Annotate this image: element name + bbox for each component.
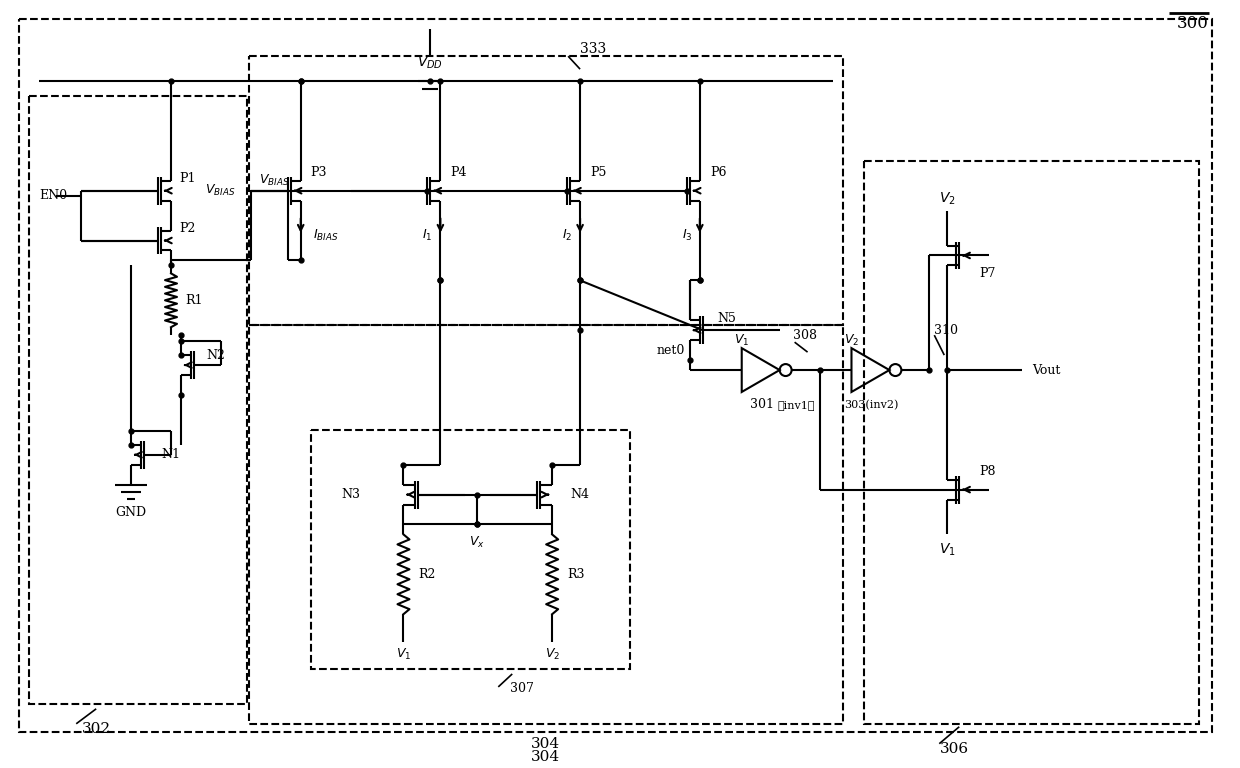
Text: 310: 310: [934, 323, 959, 336]
Text: P7: P7: [980, 267, 996, 280]
Text: net0: net0: [656, 343, 684, 356]
Text: N5: N5: [718, 312, 737, 325]
Text: P5: P5: [590, 166, 606, 179]
Text: $V_x$: $V_x$: [470, 535, 485, 550]
Text: $I_2$: $I_2$: [562, 228, 573, 243]
Text: $V_1$: $V_1$: [734, 333, 749, 348]
Text: 303(inv2): 303(inv2): [844, 400, 899, 410]
Text: N1: N1: [161, 449, 180, 462]
Text: $I_{BIAS}$: $I_{BIAS}$: [312, 228, 339, 243]
Text: R2: R2: [418, 568, 435, 581]
Text: 304: 304: [531, 737, 559, 750]
Text: $V_2$: $V_2$: [939, 190, 956, 207]
Text: N4: N4: [570, 488, 589, 501]
Text: P3: P3: [311, 166, 327, 179]
Text: $I_1$: $I_1$: [423, 228, 433, 243]
Bar: [864, 161, 1199, 723]
Text: P4: P4: [450, 166, 467, 179]
Text: 302: 302: [82, 722, 110, 736]
Text: Vout: Vout: [1032, 363, 1060, 376]
Text: 306: 306: [940, 742, 968, 756]
Text: P2: P2: [179, 222, 196, 235]
Text: 301: 301: [750, 399, 774, 412]
Bar: [249, 325, 842, 723]
Text: 300: 300: [1177, 15, 1209, 31]
Text: R1: R1: [185, 294, 202, 306]
Text: 307: 307: [510, 683, 534, 695]
Text: P8: P8: [980, 465, 996, 478]
Text: $V_2$: $V_2$: [544, 647, 559, 661]
Bar: [249, 56, 842, 325]
Text: P1: P1: [179, 172, 196, 185]
Text: $I_3$: $I_3$: [682, 228, 692, 243]
Bar: [30, 96, 247, 703]
Text: 308: 308: [792, 329, 817, 342]
Bar: [311, 430, 630, 669]
Text: $V_1$: $V_1$: [396, 647, 412, 661]
Text: N2: N2: [206, 349, 224, 362]
Text: $V_{DD}$: $V_{DD}$: [418, 55, 444, 71]
Text: （inv1）: （inv1）: [777, 400, 815, 410]
Text: $V_1$: $V_1$: [939, 541, 956, 558]
Text: $V_{BIAS}$: $V_{BIAS}$: [206, 183, 236, 198]
Text: R3: R3: [567, 568, 584, 581]
Text: 333: 333: [580, 42, 606, 56]
Text: $V_2$: $V_2$: [844, 333, 859, 348]
Text: 304: 304: [531, 750, 559, 763]
Text: P6: P6: [709, 166, 727, 179]
Text: EN0: EN0: [40, 189, 67, 202]
Text: GND: GND: [115, 506, 146, 519]
Text: $V_{BIAS}$: $V_{BIAS}$: [259, 174, 289, 188]
Text: N3: N3: [341, 488, 361, 501]
